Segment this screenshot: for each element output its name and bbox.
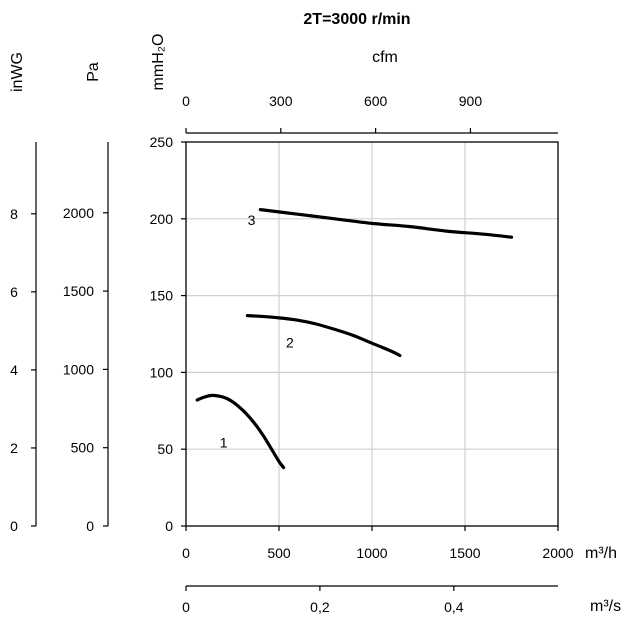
y-pa-tick-label: 1500: [63, 283, 94, 299]
y-inwg-tick-label: 6: [10, 284, 18, 300]
series-curve-2: [245, 314, 402, 358]
series-curve-3: [258, 208, 514, 239]
x-cfm-tick-label: 900: [459, 93, 483, 109]
x-m3s-tick-label: 0: [182, 599, 190, 615]
x-cfm-tick-label: 0: [182, 93, 190, 109]
x-tick-label: 1000: [356, 545, 387, 561]
x-m3s-tick-label: 0,4: [444, 599, 464, 615]
x-axis-title-cfm: cfm: [372, 49, 398, 66]
y-pa-tick-label: 2000: [63, 205, 94, 221]
series-label-2: 2: [286, 335, 294, 351]
y-axis-title-inwg: inWG: [9, 52, 26, 92]
series-label-3: 3: [248, 212, 256, 228]
y-axis-title-mmh2o: mmH₂O: [150, 34, 167, 91]
grid: [186, 142, 558, 526]
x-tick-label: 0: [182, 545, 190, 561]
y-tick-label: 250: [150, 134, 174, 150]
y-inwg-tick-label: 4: [10, 362, 18, 378]
y-tick-label: 50: [157, 441, 173, 457]
x-cfm-tick-label: 300: [269, 93, 293, 109]
series-curves: [195, 208, 514, 470]
chart-title: 2T=3000 r/min: [303, 11, 410, 28]
x-axis-title-m3s: m³/s: [590, 598, 621, 615]
y-inwg-tick-label: 2: [10, 440, 18, 456]
y-tick-label: 150: [150, 288, 174, 304]
y-pa-tick-label: 1000: [63, 361, 94, 377]
axes: [31, 128, 559, 591]
y-axis-title-pa: Pa: [85, 62, 102, 82]
series-curve-1: [195, 393, 286, 470]
x-tick-label: 500: [267, 545, 291, 561]
x-m3s-tick-label: 0,2: [310, 599, 330, 615]
x-cfm-tick-label: 600: [364, 93, 388, 109]
y-tick-label: 200: [150, 211, 174, 227]
y-tick-label: 100: [150, 364, 174, 380]
y-inwg-tick-label: 0: [10, 518, 18, 534]
y-pa-tick-label: 500: [71, 440, 95, 456]
y-inwg-tick-label: 8: [10, 206, 18, 222]
x-tick-label: 1500: [449, 545, 480, 561]
series-label-1: 1: [220, 435, 228, 451]
x-axis-title-m3h: m³/h: [585, 545, 617, 562]
y-tick-label: 0: [165, 518, 173, 534]
y-pa-tick-label: 0: [86, 518, 94, 534]
x-tick-label: 2000: [542, 545, 573, 561]
